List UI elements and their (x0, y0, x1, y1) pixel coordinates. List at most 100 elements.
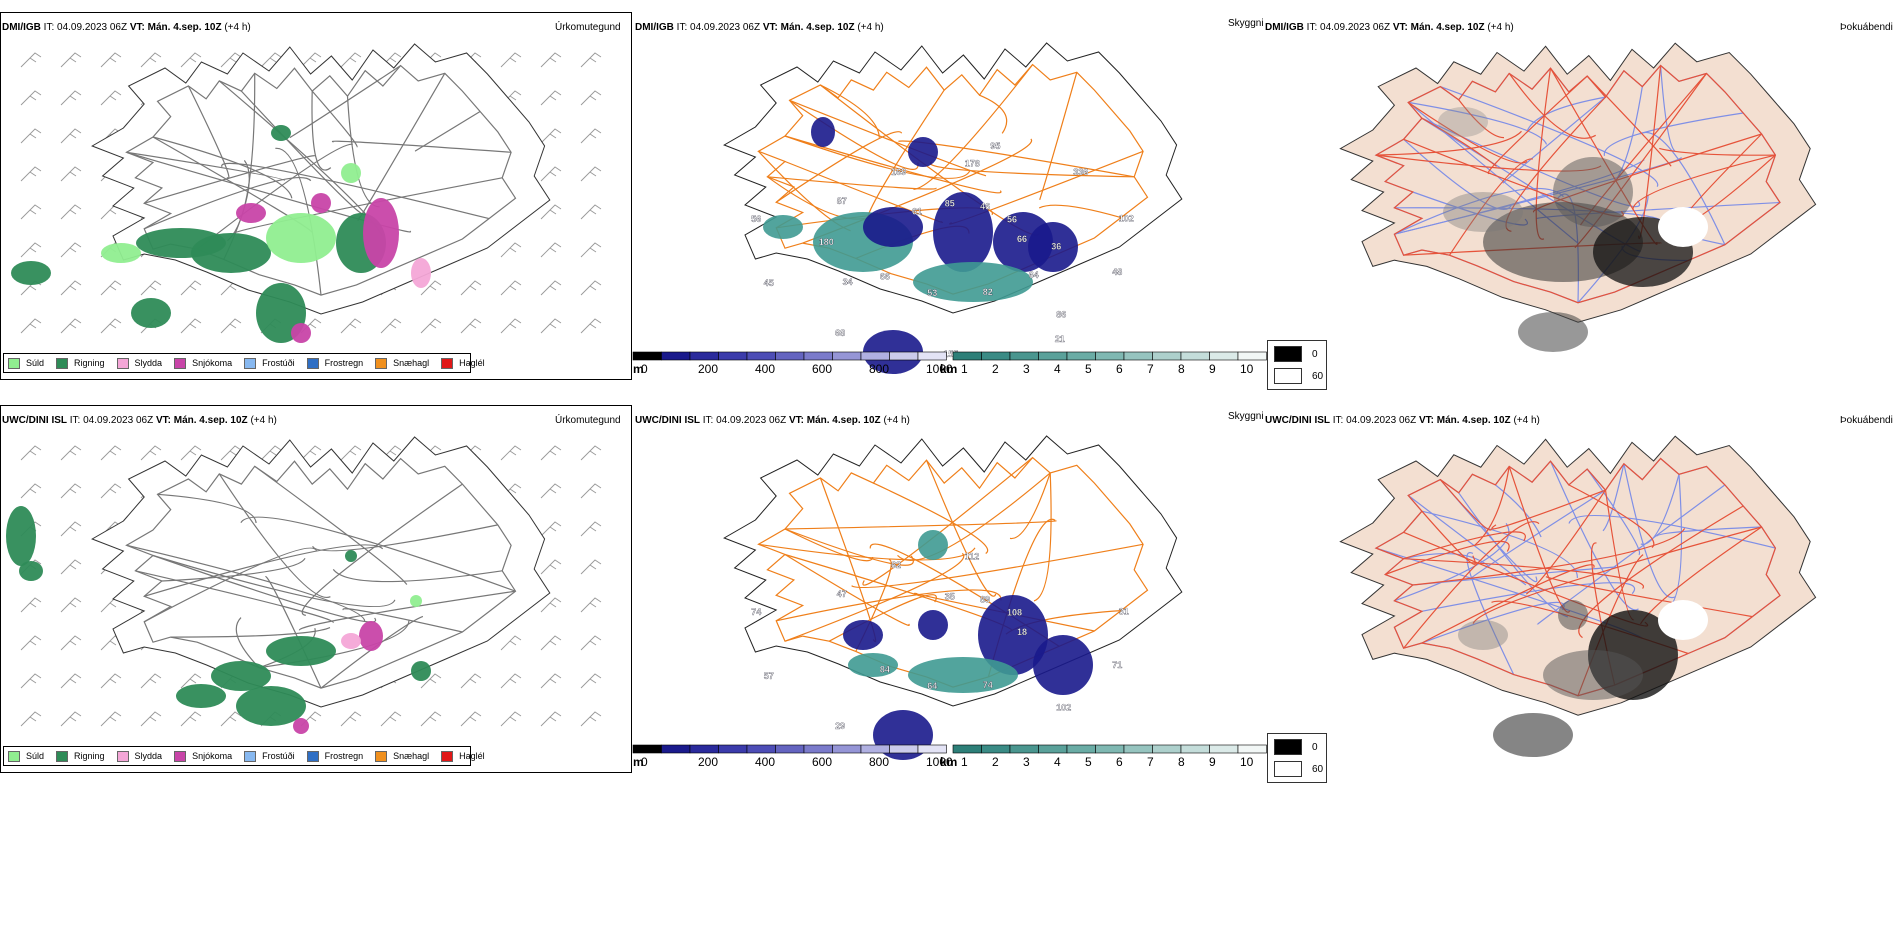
visibility-value-label: 68 (835, 328, 845, 338)
scale-tick-m: 200 (698, 362, 719, 376)
precip-area (11, 261, 51, 285)
precip-area (411, 258, 431, 288)
visibility-value-label: 86 (1056, 310, 1066, 320)
scale-tick-m: 1000 (926, 755, 953, 769)
scale-tick-m: 600 (812, 755, 833, 769)
scale-tick-km: 9 (1209, 755, 1216, 769)
visibility-value-label: 46 (980, 201, 990, 211)
precip-type-map[interactable]: Súld Rigning Slydda Snjókoma Frostúði Frostre… (0, 405, 632, 773)
visibility-value-label: 102 (1119, 214, 1134, 224)
precip-type-map[interactable]: Súld Rigning Slydda Snjókoma Frostúði Frostre… (0, 12, 632, 380)
precip-area (410, 595, 422, 607)
scale-tick-km: 3 (1023, 755, 1030, 769)
scale-tick-m: 1000 (926, 362, 953, 376)
legend-label: Snæhagl (393, 358, 430, 368)
legend-label: Slydda (134, 751, 163, 761)
precip-area (176, 684, 226, 708)
legend-label: Frostúði (262, 358, 295, 368)
legend-item: Frostúði (244, 357, 295, 369)
legend-label: Haglél (459, 751, 485, 761)
vt-value: Mán. 4.sep. 10Z (1410, 22, 1485, 33)
fog-area (1438, 107, 1488, 137)
scale-tick-km: 8 (1178, 755, 1185, 769)
visibility-value-label: 74 (751, 607, 761, 617)
visibility-value-label: 84 (880, 665, 890, 675)
legend-item: Rigning (56, 750, 105, 762)
it-value: 04.09.2023 06Z (83, 415, 154, 426)
low-visibility-area (843, 620, 883, 650)
visibility-map[interactable]: 66 66 178 86 56 56 53 169 48 45 46 82 87 102 68 85 64 180… (632, 12, 1267, 400)
legend-item: Snæhagl (375, 750, 430, 762)
lead-time: (+4 h) (883, 415, 910, 426)
precip-area (363, 198, 399, 268)
precip-legend: Súld Rigning Slydda Snjókoma Frostúði Frostre… (3, 746, 485, 766)
low-visibility-area (913, 262, 1033, 302)
visibility-map[interactable]: 18 84 112 102 74 108 64 62 71 57 89 74 47 31 29 35 m 0 200… (632, 405, 1267, 793)
scale-tick-km: 4 (1054, 755, 1061, 769)
it-label: IT: (702, 415, 714, 426)
precip-area (341, 633, 361, 649)
low-visibility-area (978, 595, 1048, 675)
scale-tick-km: 3 (1023, 362, 1030, 376)
fog-legend-swatch (1274, 346, 1302, 362)
legend-item: Snjókoma (174, 750, 232, 762)
legend-swatch (8, 357, 20, 369)
legend-label: Rigning (74, 358, 105, 368)
it-label: IT: (69, 415, 81, 426)
legend-item: Rigning (56, 357, 105, 369)
visibility-value-label: 18 (1017, 627, 1027, 637)
it-value: 04.09.2023 06Z (690, 22, 761, 33)
road-network (125, 457, 517, 689)
visibility-value-label: 336 (1073, 167, 1088, 177)
visibility-value-label: 56 (751, 214, 761, 224)
panel-type-title: Skyggni (1228, 411, 1264, 422)
precip-area (411, 661, 431, 681)
legend-swatch (56, 750, 69, 762)
visibility-value-label: 66 (880, 272, 890, 282)
it-value: 04.09.2023 06Z (1320, 22, 1391, 33)
vt-label: VT: (155, 415, 171, 426)
legend-label: Snæhagl (393, 751, 430, 761)
scale-tick-km: 2 (992, 755, 999, 769)
fog-area (1543, 650, 1643, 700)
vt-label: VT: (788, 415, 804, 426)
low-visibility-area (863, 207, 923, 247)
vt-label: VT: (762, 22, 778, 33)
precip-area (19, 561, 43, 581)
legend-item: Súld (8, 357, 44, 369)
road-network (1374, 457, 1781, 697)
visibility-value-label: 71 (1112, 660, 1122, 670)
scale-unit-km: km (940, 755, 958, 769)
legend-item: Súld (8, 750, 44, 762)
fog-indicator-map[interactable] (1263, 405, 1900, 773)
legend-swatch (306, 750, 319, 762)
fog-area (1558, 600, 1588, 630)
fog-area (1443, 192, 1523, 232)
iceland-outline (91, 436, 551, 708)
scale-tick-km: 1 (961, 362, 968, 376)
precip-area (191, 233, 271, 273)
panel-type-title: Úrkomutegund (555, 415, 621, 426)
visibility-value-label: 45 (764, 278, 774, 288)
scale-tick-km: 10 (1240, 362, 1254, 376)
legend-swatch (116, 357, 129, 369)
legend-swatch (441, 750, 454, 762)
visibility-value-label: 62 (891, 560, 901, 570)
visibility-value-label: 57 (764, 671, 774, 681)
precip-area (6, 506, 36, 566)
fog-legend-label: 60 (1312, 763, 1324, 775)
scale-tick-m: 400 (755, 362, 776, 376)
legend-swatch (174, 357, 187, 369)
vt-label: VT: (129, 22, 145, 33)
fog-legend-item: 60 (1274, 368, 1323, 384)
vt-value: Mán. 4.sep. 10Z (806, 415, 881, 426)
low-visibility-area (763, 215, 803, 239)
visibility-value-label: 47 (837, 589, 847, 599)
vt-label: VT: (1418, 415, 1434, 426)
fog-indicator-map[interactable] (1263, 12, 1900, 380)
scale-tick-m: 0 (641, 362, 648, 376)
visibility-value-label: 180 (819, 237, 834, 247)
visibility-value-label: 64 (1029, 270, 1039, 280)
vt-value: Mán. 4.sep. 10Z (1436, 415, 1511, 426)
legend-label: Haglél (459, 358, 485, 368)
